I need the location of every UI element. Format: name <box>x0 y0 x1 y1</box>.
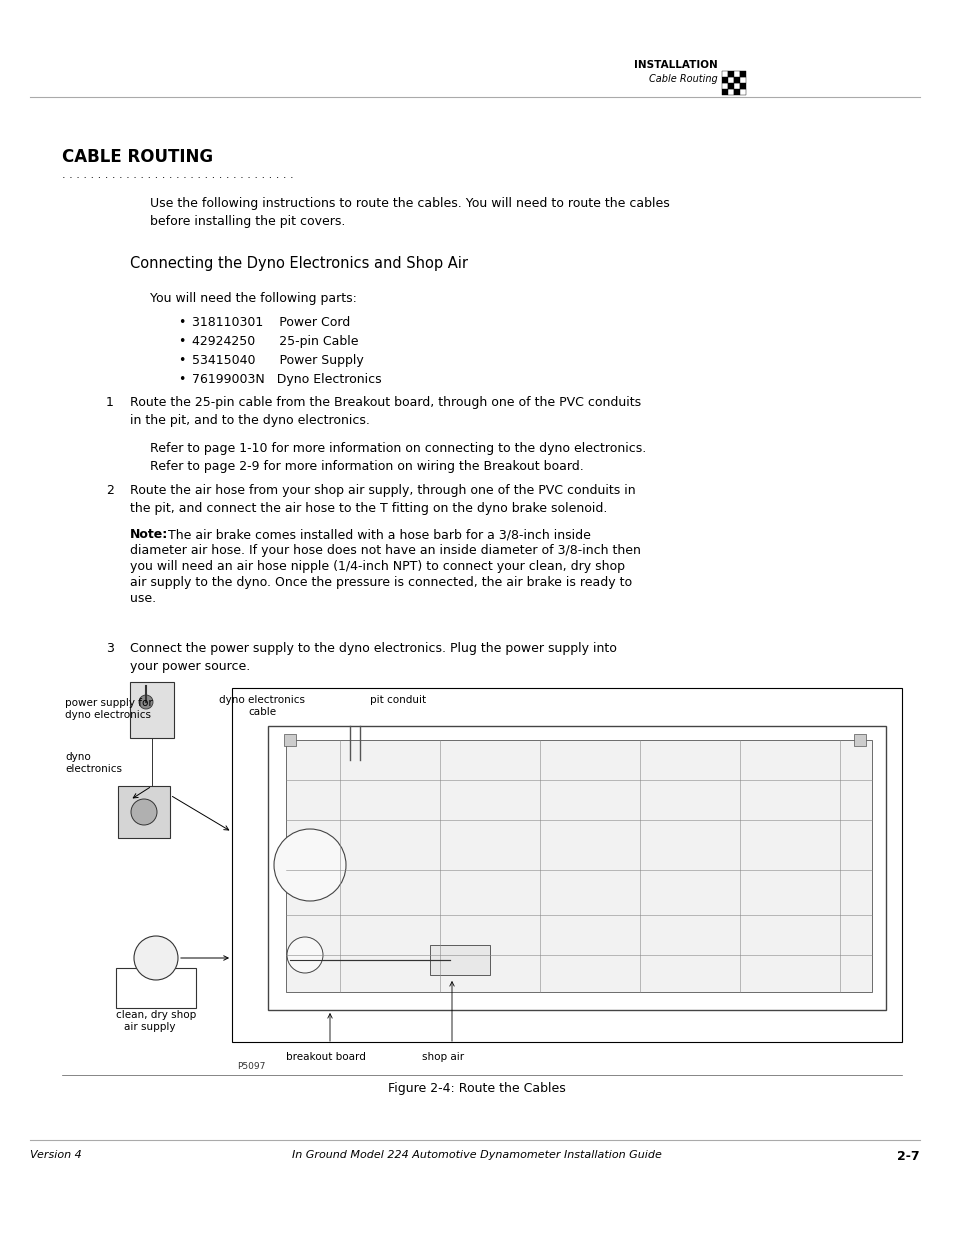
Text: air supply to the dyno. Once the pressure is connected, the air brake is ready t: air supply to the dyno. Once the pressur… <box>130 576 632 589</box>
Text: dyno electronics: dyno electronics <box>65 710 151 720</box>
Text: In Ground Model 224 Automotive Dynamometer Installation Guide: In Ground Model 224 Automotive Dynamomet… <box>292 1150 661 1160</box>
Text: The air brake comes installed with a hose barb for a 3/8-inch inside: The air brake comes installed with a hos… <box>168 529 590 541</box>
Bar <box>286 740 871 992</box>
Text: •: • <box>178 316 185 329</box>
Text: •: • <box>178 335 185 348</box>
Text: 2-7: 2-7 <box>897 1150 919 1163</box>
Text: clean, dry shop: clean, dry shop <box>116 1010 196 1020</box>
Text: Version 4: Version 4 <box>30 1150 82 1160</box>
Text: cable: cable <box>248 706 275 718</box>
Text: Refer to page 2-9 for more information on wiring the Breakout board.: Refer to page 2-9 for more information o… <box>150 459 583 473</box>
Bar <box>727 77 733 83</box>
Bar <box>130 682 173 739</box>
Circle shape <box>131 799 157 825</box>
Text: 76199003N   Dyno Electronics: 76199003N Dyno Electronics <box>192 373 381 387</box>
Text: Refer to page 1-10 for more information on connecting to the dyno electronics.: Refer to page 1-10 for more information … <box>150 442 645 454</box>
Text: shop air: shop air <box>421 1052 464 1062</box>
Circle shape <box>274 829 346 902</box>
Text: diameter air hose. If your hose does not have an inside diameter of 3/8-inch the: diameter air hose. If your hose does not… <box>130 543 640 557</box>
Text: 2: 2 <box>106 484 113 496</box>
Text: Route the 25-pin cable from the Breakout board, through one of the PVC conduits
: Route the 25-pin cable from the Breakout… <box>130 396 640 427</box>
Bar <box>733 83 740 89</box>
Bar <box>740 89 745 95</box>
Text: pit conduit: pit conduit <box>370 695 426 705</box>
Text: electronics: electronics <box>65 764 122 774</box>
Text: you will need an air hose nipple (1/4-inch NPT) to connect your clean, dry shop: you will need an air hose nipple (1/4-in… <box>130 559 624 573</box>
Circle shape <box>133 936 178 981</box>
Circle shape <box>139 695 152 709</box>
Bar <box>727 89 733 95</box>
Text: CABLE ROUTING: CABLE ROUTING <box>62 148 213 165</box>
Text: . . . . . . . . . . . . . . . . . . . . . . . . . . . . . . . . .: . . . . . . . . . . . . . . . . . . . . … <box>62 170 294 180</box>
Bar <box>721 83 727 89</box>
Text: 1: 1 <box>106 396 113 409</box>
Text: Use the following instructions to route the cables. You will need to route the c: Use the following instructions to route … <box>150 198 669 228</box>
Bar <box>740 77 745 83</box>
Bar <box>268 726 885 1010</box>
Text: INSTALLATION: INSTALLATION <box>634 61 718 70</box>
Bar <box>853 734 865 746</box>
Text: You will need the following parts:: You will need the following parts: <box>150 291 356 305</box>
Text: •: • <box>178 354 185 367</box>
Text: dyno: dyno <box>65 752 91 762</box>
Bar <box>733 89 740 95</box>
Bar <box>116 968 195 1008</box>
Text: power supply for: power supply for <box>65 698 152 708</box>
Text: Note:: Note: <box>130 529 168 541</box>
Bar <box>118 785 170 839</box>
Bar <box>727 70 733 77</box>
Bar <box>721 77 727 83</box>
Text: Connecting the Dyno Electronics and Shop Air: Connecting the Dyno Electronics and Shop… <box>130 256 468 270</box>
Text: Connect the power supply to the dyno electronics. Plug the power supply into
you: Connect the power supply to the dyno ele… <box>130 642 617 673</box>
Text: Figure 2-4: Route the Cables: Figure 2-4: Route the Cables <box>388 1082 565 1095</box>
Bar <box>232 688 901 1042</box>
Text: Cable Routing: Cable Routing <box>649 74 718 84</box>
Bar <box>284 734 295 746</box>
Bar <box>733 70 740 77</box>
Bar <box>430 945 490 974</box>
Bar <box>721 70 727 77</box>
Text: 53415040      Power Supply: 53415040 Power Supply <box>192 354 363 367</box>
Text: P5097: P5097 <box>236 1062 265 1071</box>
Text: •: • <box>178 373 185 387</box>
Bar <box>740 83 745 89</box>
Text: breakout board: breakout board <box>286 1052 366 1062</box>
Text: 318110301    Power Cord: 318110301 Power Cord <box>192 316 350 329</box>
Bar <box>727 83 733 89</box>
Text: use.: use. <box>130 592 156 605</box>
Bar <box>733 77 740 83</box>
Bar <box>721 89 727 95</box>
Text: 3: 3 <box>106 642 113 655</box>
Text: 42924250      25-pin Cable: 42924250 25-pin Cable <box>192 335 358 348</box>
Text: Route the air hose from your shop air supply, through one of the PVC conduits in: Route the air hose from your shop air su… <box>130 484 635 515</box>
Bar <box>740 70 745 77</box>
Text: air supply: air supply <box>124 1023 175 1032</box>
Circle shape <box>287 937 323 973</box>
Text: dyno electronics: dyno electronics <box>219 695 305 705</box>
